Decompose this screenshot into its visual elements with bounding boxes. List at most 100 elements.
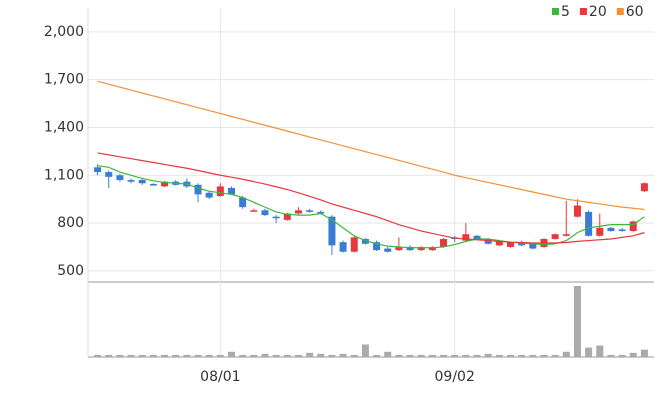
candle-body bbox=[328, 216, 336, 246]
volume-bar bbox=[328, 354, 336, 357]
candle-body bbox=[361, 238, 369, 244]
candle-body bbox=[529, 243, 537, 249]
volume-bar bbox=[518, 354, 526, 357]
volume-bar bbox=[172, 354, 180, 357]
volume-bar bbox=[529, 354, 537, 357]
candle-body bbox=[306, 210, 314, 212]
candle-body bbox=[618, 229, 626, 232]
ma-line bbox=[97, 80, 645, 211]
candle-body bbox=[283, 213, 291, 220]
y-tick-label: 2,000 bbox=[44, 24, 84, 40]
candle-body bbox=[261, 210, 269, 216]
candle-body bbox=[607, 227, 615, 232]
volume-bar bbox=[272, 354, 280, 357]
volume-bar bbox=[138, 354, 146, 357]
volume-bar bbox=[607, 354, 615, 357]
candle-body bbox=[272, 216, 280, 219]
legend-label: 20 bbox=[589, 4, 607, 20]
candle-body bbox=[116, 175, 124, 181]
volume-bar bbox=[540, 354, 548, 357]
volume-bar bbox=[294, 354, 302, 357]
candle-body bbox=[149, 184, 157, 186]
volume-bar bbox=[629, 352, 637, 357]
candle-body bbox=[105, 172, 113, 177]
y-tick-label: 1,700 bbox=[44, 72, 84, 88]
volume-bar bbox=[361, 344, 369, 357]
volume-bar bbox=[339, 353, 347, 357]
candle-body bbox=[562, 234, 570, 236]
candle-body bbox=[640, 183, 648, 192]
volume-bar bbox=[406, 354, 414, 357]
candle-body bbox=[373, 242, 381, 251]
volume-bar bbox=[562, 351, 570, 357]
candle-body bbox=[629, 221, 637, 232]
volume-bar bbox=[507, 354, 514, 357]
candle-body bbox=[228, 188, 235, 195]
candle-body bbox=[127, 180, 135, 182]
legend-swatch bbox=[616, 8, 624, 15]
candle-body bbox=[495, 240, 503, 246]
candle-body bbox=[428, 246, 436, 251]
candle-body bbox=[194, 184, 202, 195]
volume-bar bbox=[618, 354, 626, 357]
volume-bar bbox=[116, 354, 124, 357]
volume-bar bbox=[127, 354, 135, 357]
candle-body bbox=[573, 205, 581, 217]
volume-bar bbox=[373, 354, 381, 357]
candle-body bbox=[239, 197, 247, 208]
candle-body bbox=[406, 246, 414, 251]
volume-bar bbox=[350, 354, 358, 357]
y-tick-label: 1,100 bbox=[44, 167, 84, 183]
candle-body bbox=[294, 210, 302, 214]
volume-bar bbox=[306, 352, 314, 357]
volume-bar bbox=[451, 354, 459, 357]
volume-bar bbox=[573, 286, 581, 357]
candle-body bbox=[417, 246, 425, 251]
legend-swatch bbox=[579, 8, 587, 15]
y-tick-label: 1,400 bbox=[44, 119, 84, 135]
volume-bar bbox=[216, 354, 224, 357]
legend-label: 60 bbox=[626, 4, 644, 20]
x-tick-label: 09/02 bbox=[435, 369, 475, 385]
volume-bar bbox=[183, 354, 191, 357]
volume-bar bbox=[161, 354, 169, 357]
volume-bar bbox=[462, 354, 470, 357]
legend-swatch bbox=[552, 8, 559, 15]
volume-bar bbox=[395, 354, 403, 357]
candle-body bbox=[484, 238, 492, 244]
volume-bar bbox=[94, 354, 102, 357]
volume-bar bbox=[640, 349, 648, 357]
y-tick-label: 800 bbox=[57, 215, 84, 231]
volume-bar bbox=[149, 354, 157, 357]
candle-body bbox=[384, 248, 392, 252]
volume-bar bbox=[239, 354, 247, 357]
candle-body bbox=[585, 211, 593, 236]
volume-bar bbox=[105, 354, 113, 357]
candle-body bbox=[395, 246, 403, 251]
volume-bar bbox=[417, 354, 425, 357]
volume-bar bbox=[261, 353, 269, 357]
volume-bar bbox=[384, 351, 392, 357]
candle-body bbox=[138, 180, 146, 184]
volume-bar bbox=[317, 353, 325, 357]
candle-body bbox=[317, 211, 325, 214]
candle-body bbox=[205, 192, 213, 198]
ma-line bbox=[97, 165, 645, 249]
y-tick-label: 500 bbox=[57, 263, 84, 279]
candle-body bbox=[250, 210, 258, 212]
candle-body bbox=[551, 234, 559, 239]
candle-body bbox=[216, 186, 224, 196]
volume-bar bbox=[250, 354, 258, 357]
candle-body bbox=[596, 227, 604, 236]
candle-body bbox=[350, 237, 358, 252]
volume-bar bbox=[495, 354, 503, 357]
volume-bar bbox=[228, 351, 235, 357]
volume-bar bbox=[283, 354, 291, 357]
volume-bar bbox=[440, 354, 448, 357]
volume-bar bbox=[551, 354, 559, 357]
volume-bar bbox=[428, 354, 436, 357]
volume-bar bbox=[596, 345, 604, 357]
candle-body bbox=[507, 242, 514, 247]
volume-bar bbox=[194, 354, 202, 357]
